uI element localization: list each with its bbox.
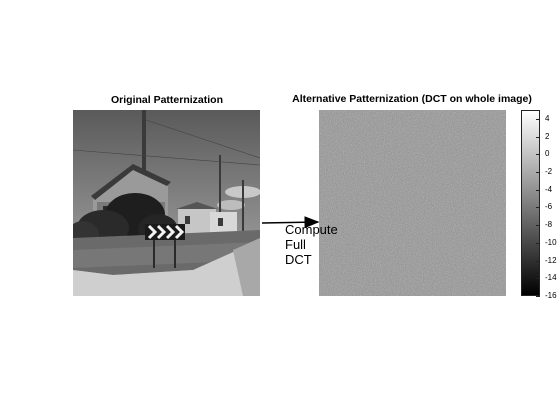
colorbar-tick-label: -6 bbox=[545, 202, 553, 211]
colorbar-tick-mark bbox=[536, 278, 540, 279]
colorbar-tick-label: -4 bbox=[545, 185, 553, 194]
colorbar-tick-label: -12 bbox=[545, 256, 557, 265]
colorbar-tick-label: -10 bbox=[545, 238, 557, 247]
colorbar-tick-label: -16 bbox=[545, 291, 557, 300]
colorbar-tick-label: -14 bbox=[545, 273, 557, 282]
colorbar-tick-label: 2 bbox=[545, 132, 550, 141]
original-image bbox=[73, 110, 260, 296]
colorbar-tick-mark bbox=[536, 154, 540, 155]
colorbar-tick-mark bbox=[536, 190, 540, 191]
colorbar-tick-label: 0 bbox=[545, 149, 550, 158]
colorbar-tick-mark bbox=[536, 296, 540, 297]
colorbar-tick-mark bbox=[536, 119, 540, 120]
right-panel-title: Alternative Patternization (DCT on whole… bbox=[292, 93, 532, 105]
colorbar-tick-label: 4 bbox=[545, 114, 550, 123]
left-panel-title: Original Patternization bbox=[110, 94, 224, 106]
colorbar-tick-mark bbox=[536, 243, 540, 244]
dct-image bbox=[319, 110, 506, 296]
colorbar-tick-label: -2 bbox=[545, 167, 553, 176]
colorbar-tick-label: -8 bbox=[545, 220, 553, 229]
colorbar-tick-mark bbox=[536, 225, 540, 226]
colorbar-tick-mark bbox=[536, 172, 540, 173]
colorbar-tick-mark bbox=[536, 137, 540, 138]
colorbar bbox=[521, 110, 540, 296]
colorbar-tick-mark bbox=[536, 207, 540, 208]
annotation-text: Compute Full DCT bbox=[285, 222, 338, 267]
colorbar-tick-mark bbox=[536, 261, 540, 262]
